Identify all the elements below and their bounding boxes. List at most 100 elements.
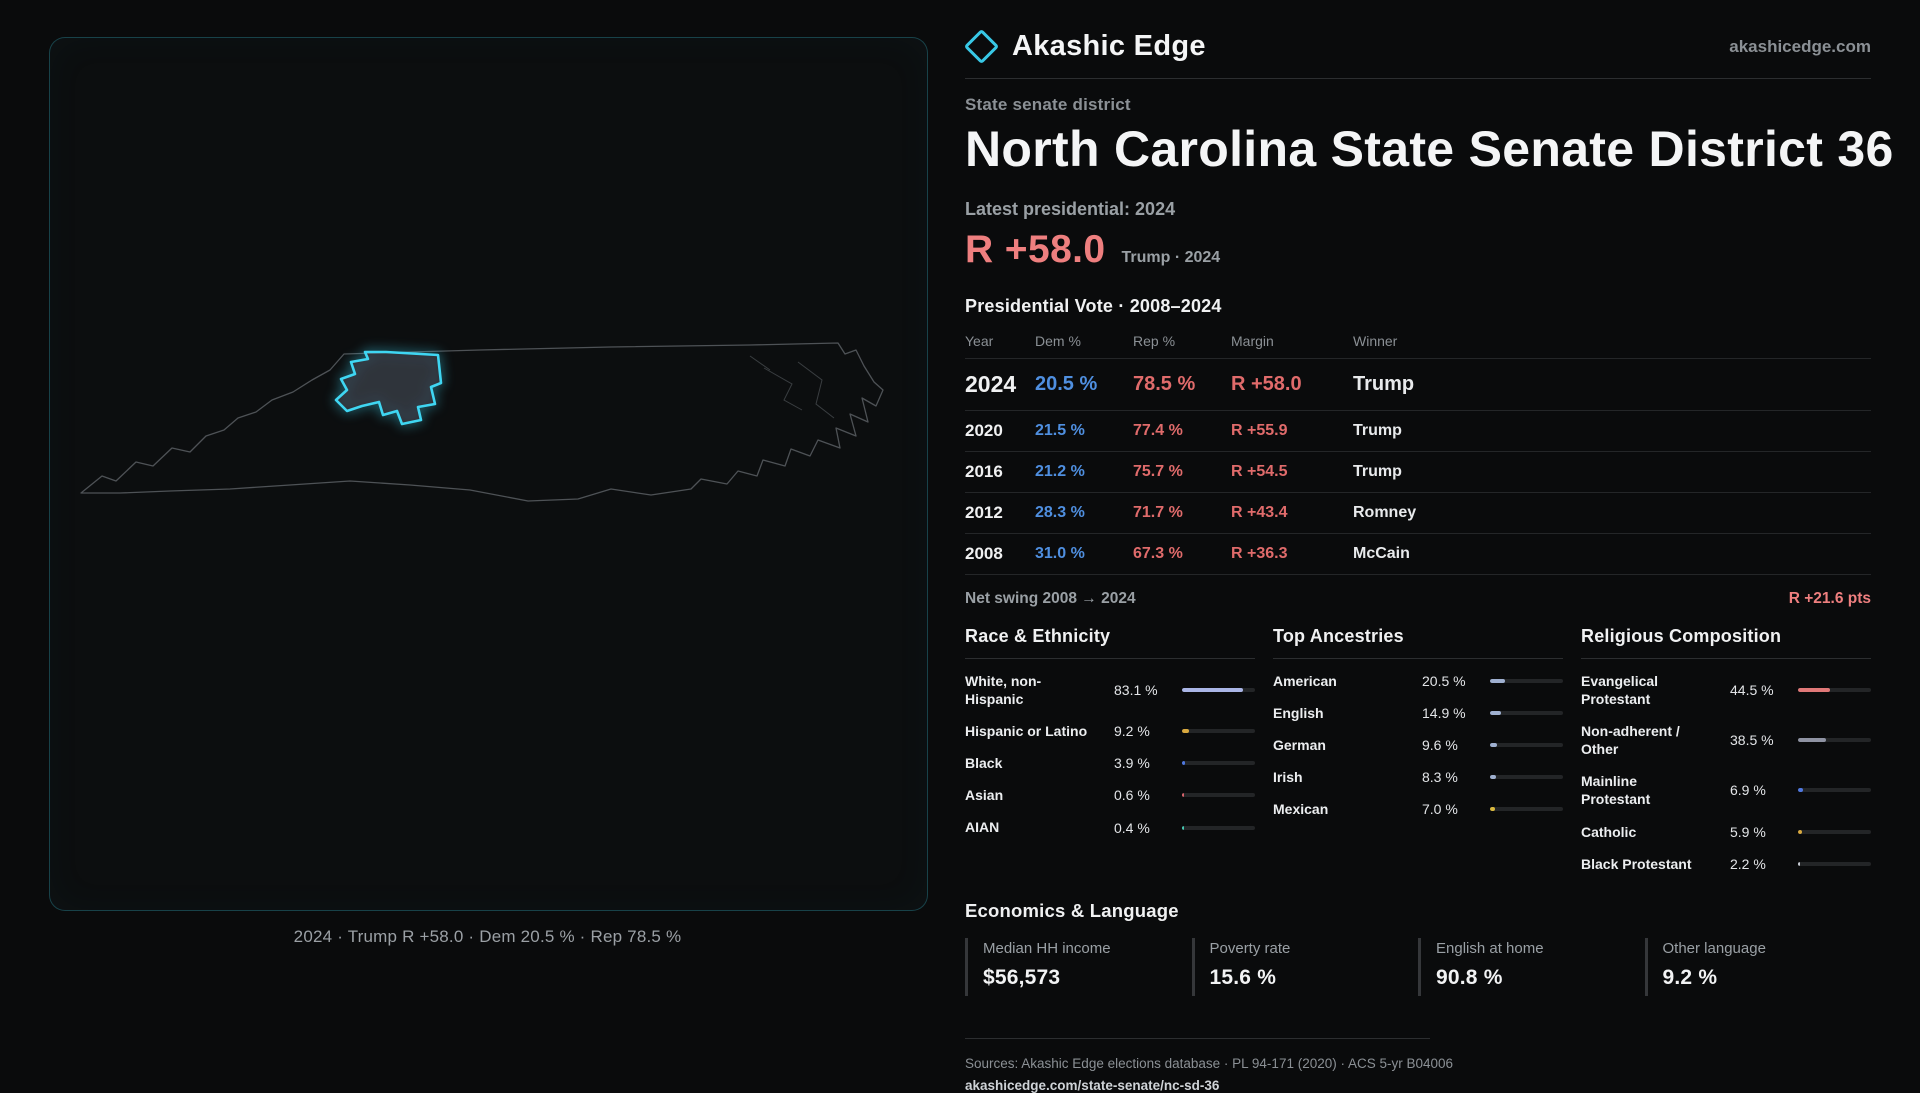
brand-name[interactable]: Akashic Edge <box>1012 30 1206 62</box>
cell-year: 2020 <box>965 420 1003 440</box>
vote-table-row: 2024 20.5 % 78.5 % R +58.0 Trump <box>965 359 1871 411</box>
bar-fill <box>1182 761 1185 766</box>
cell-dem-pct: 20.5 % <box>1035 372 1098 395</box>
cell-dem-pct: 28.3 % <box>1035 503 1085 521</box>
vote-table-header: Year Dem % Rep % Margin Winner <box>965 327 1871 359</box>
demographic-label: Irish <box>1273 769 1303 786</box>
col-winner: Winner <box>1353 332 1398 349</box>
demographic-row: White, non-Hispanic 83.1 % <box>965 665 1255 715</box>
demographic-label: Black Protestant <box>1581 855 1692 872</box>
bar-track <box>1490 775 1563 780</box>
vote-table-row: 2012 28.3 % 71.7 % R +43.4 Romney <box>965 493 1871 534</box>
latest-presidential-label: Latest presidential: 2024 <box>965 198 1176 219</box>
vote-table-rows: 2024 20.5 % 78.5 % R +58.0 Trump 2020 21.5 % 77… <box>965 359 1871 575</box>
vote-table-title: Presidential Vote · 2008–2024 <box>965 295 1222 316</box>
bar-fill <box>1490 742 1497 747</box>
demographic-label: Non-adherent / Other <box>1581 722 1680 758</box>
demographic-value: 44.5 % <box>1730 681 1774 698</box>
bar-track <box>1490 742 1563 747</box>
headline-margin-value: R +58.0 <box>965 227 1106 271</box>
col-dem: Dem % <box>1035 332 1081 349</box>
demographic-group: Top Ancestries American 20.5 % English 14.9 … <box>1273 626 1563 881</box>
bar-track <box>1798 861 1871 866</box>
demographic-label: Evangelical Protestant <box>1581 672 1659 707</box>
page-title: North Carolina State Senate District 36 <box>965 121 1894 177</box>
bar-track <box>1798 829 1871 834</box>
footer-divider <box>965 1038 1430 1039</box>
demographic-label: Asian <box>965 787 1004 804</box>
map-panel <box>49 37 928 911</box>
cell-margin: R +54.5 <box>1231 462 1288 480</box>
stat-value: 15.6 % <box>1209 966 1277 989</box>
vote-table-row: 2016 21.2 % 75.7 % R +54.5 Trump <box>965 452 1871 493</box>
bar-track <box>1182 728 1255 733</box>
bar-fill <box>1798 861 1800 866</box>
bar-track <box>1182 687 1255 692</box>
demographic-row: German 9.6 % <box>1273 729 1563 761</box>
bar-fill <box>1798 788 1804 793</box>
cell-margin: R +58.0 <box>1231 372 1302 395</box>
info-panel: Akashic Edge akashicedge.com State senat… <box>963 0 1920 1093</box>
stat-card: English at home 90.8 % <box>1418 938 1645 996</box>
coastal-sound-lines <box>749 355 835 419</box>
bar-fill <box>1490 710 1501 715</box>
demographic-value: 9.6 % <box>1422 736 1458 753</box>
demographic-row: Black Protestant 2.2 % <box>1581 848 1871 880</box>
stat-value: $56,573 <box>983 966 1061 989</box>
demographic-row: Non-adherent / Other 38.5 % <box>1581 715 1871 765</box>
demographic-value: 38.5 % <box>1730 732 1774 749</box>
presidential-vote-table: Year Dem % Rep % Margin Winner 2024 20.5 … <box>965 327 1871 575</box>
cell-winner: Trump <box>1353 372 1415 395</box>
demographic-group-title: Top Ancestries <box>1273 626 1563 659</box>
diamond-logo-icon <box>963 28 1000 65</box>
bar-fill <box>1182 793 1184 798</box>
cell-rep-pct: 75.7 % <box>1133 462 1183 480</box>
stat-label: Other language <box>1662 940 1766 957</box>
bar-fill <box>1798 687 1831 692</box>
demographic-row: Black 3.9 % <box>965 747 1255 779</box>
bar-track <box>1490 710 1563 715</box>
bar-fill <box>1182 825 1184 830</box>
col-rep: Rep % <box>1133 332 1176 349</box>
stat-label: English at home <box>1436 940 1544 957</box>
stat-card: Poverty rate 15.6 % <box>1191 938 1419 996</box>
cell-dem-pct: 21.2 % <box>1035 462 1085 480</box>
demographic-label: Mainline Protestant <box>1581 773 1651 808</box>
demographic-label: AIAN <box>965 819 1000 836</box>
headline-margin-context: Trump · 2024 <box>1121 248 1221 266</box>
demographic-label: German <box>1273 736 1326 753</box>
cell-year: 2024 <box>965 370 1017 397</box>
bar-track <box>1798 738 1871 743</box>
stat-label: Median HH income <box>983 940 1111 957</box>
demographic-value: 8.3 % <box>1422 769 1458 786</box>
stat-card: Other language 9.2 % <box>1644 938 1872 996</box>
demographic-value: 83.1 % <box>1114 681 1158 698</box>
cell-margin: R +36.3 <box>1231 544 1288 562</box>
demographic-label: Hispanic or Latino <box>965 722 1088 739</box>
demographic-group-title: Race & Ethnicity <box>965 626 1255 659</box>
cell-rep-pct: 78.5 % <box>1133 372 1196 395</box>
cell-rep-pct: 71.7 % <box>1133 503 1183 521</box>
demographic-value: 0.6 % <box>1114 787 1150 804</box>
demographic-value: 3.9 % <box>1114 755 1150 772</box>
highlighted-district-36[interactable] <box>334 350 443 426</box>
demographic-row: Hispanic or Latino 9.2 % <box>965 715 1255 747</box>
col-year: Year <box>965 332 994 349</box>
bar-fill <box>1798 738 1827 743</box>
demographic-row: Asian 0.6 % <box>965 779 1255 811</box>
bar-fill <box>1182 728 1189 733</box>
stat-label: Poverty rate <box>1209 940 1291 957</box>
state-outline <box>80 342 884 502</box>
cell-winner: Romney <box>1353 503 1417 521</box>
demographic-value: 0.4 % <box>1114 819 1150 836</box>
demographic-label: English <box>1273 704 1324 721</box>
economics-title: Economics & Language <box>965 900 1179 921</box>
demographic-row: Mainline Protestant 6.9 % <box>1581 765 1871 815</box>
demographic-label: American <box>1273 672 1337 689</box>
bar-fill <box>1490 807 1496 812</box>
site-link[interactable]: akashicedge.com <box>1729 36 1871 56</box>
footer-url[interactable]: akashicedge.com/state-senate/nc-sd-36 <box>965 1078 1220 1093</box>
stat-value: 9.2 % <box>1662 966 1718 989</box>
demographic-label: Mexican <box>1273 801 1329 818</box>
cell-year: 2016 <box>965 461 1003 481</box>
